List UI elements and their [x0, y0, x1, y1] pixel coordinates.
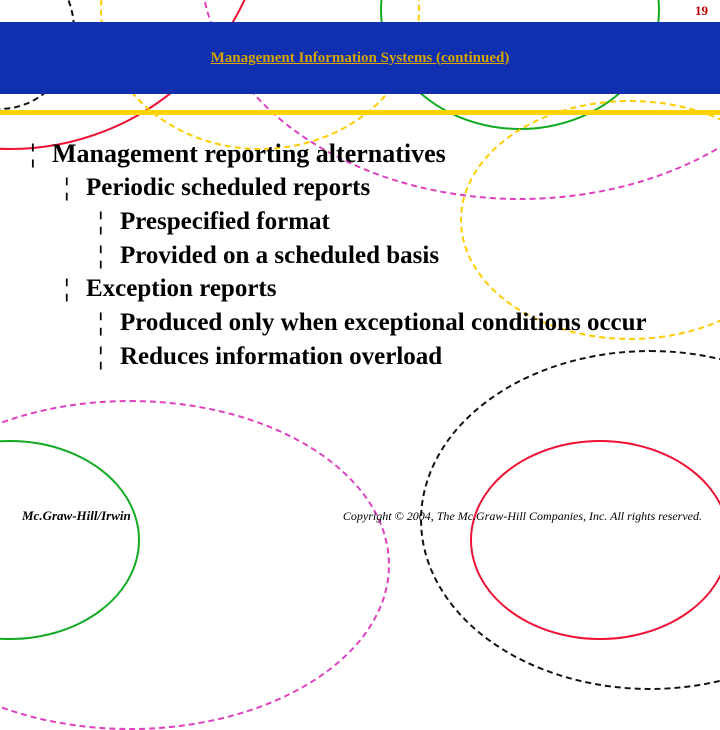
bullet-level-3: ¦Produced only when exceptional conditio… — [98, 306, 700, 340]
slide: 19 Management Information Systems (conti… — [0, 0, 720, 540]
bullet-icon: ¦ — [98, 306, 120, 340]
bullet-text: Reduces information overload — [120, 343, 442, 370]
bullet-text: Produced only when exceptional condition… — [120, 306, 647, 340]
bullet-text: Exception reports — [86, 275, 277, 302]
deco-ellipse — [470, 440, 720, 640]
bullet-icon: ¦ — [98, 239, 120, 273]
bullet-level-2: ¦Periodic scheduled reports — [64, 171, 700, 205]
deco-ellipse — [0, 440, 140, 640]
bullet-text: Management reporting alternatives — [52, 139, 446, 168]
bullet-level-3: ¦Provided on a scheduled basis — [98, 239, 700, 273]
bullet-level-3: ¦Reduces information overload — [98, 340, 700, 374]
bullet-icon: ¦ — [64, 171, 86, 205]
bullet-text: Periodic scheduled reports — [86, 174, 370, 201]
footer-publisher: Mc.Graw-Hill/Irwin — [22, 508, 131, 524]
bullet-level-3: ¦Prespecified format — [98, 205, 700, 239]
deco-ellipse — [0, 400, 390, 730]
slide-body: ¦Management reporting alternatives¦Perio… — [30, 136, 700, 374]
slide-title: Management Information Systems (continue… — [211, 50, 510, 67]
bullet-icon: ¦ — [30, 136, 52, 171]
bullet-icon: ¦ — [64, 272, 86, 306]
bullet-icon: ¦ — [98, 340, 120, 374]
bullet-level-1: ¦Management reporting alternatives — [30, 136, 700, 171]
footer-copyright: Copyright © 2004, The Mc.Graw-Hill Compa… — [343, 509, 702, 524]
bullet-level-2: ¦Exception reports — [64, 272, 700, 306]
title-band: Management Information Systems (continue… — [0, 22, 720, 94]
title-underline — [0, 110, 720, 115]
bullet-icon: ¦ — [98, 205, 120, 239]
bullet-text: Prespecified format — [120, 208, 330, 235]
page-number: 19 — [695, 3, 708, 19]
bullet-text: Provided on a scheduled basis — [120, 242, 439, 269]
